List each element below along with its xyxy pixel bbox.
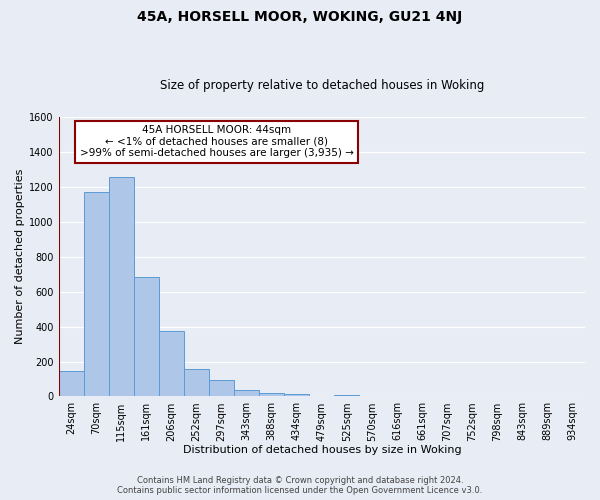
Text: Contains HM Land Registry data © Crown copyright and database right 2024.
Contai: Contains HM Land Registry data © Crown c… — [118, 476, 482, 495]
Bar — [134, 276, 159, 396]
Bar — [84, 192, 109, 396]
Bar — [209, 380, 234, 396]
Title: Size of property relative to detached houses in Woking: Size of property relative to detached ho… — [160, 79, 484, 92]
Bar — [334, 394, 359, 396]
Y-axis label: Number of detached properties: Number of detached properties — [15, 169, 25, 344]
Bar — [184, 368, 209, 396]
Bar — [109, 177, 134, 396]
Bar — [59, 370, 84, 396]
Bar — [234, 390, 259, 396]
Bar — [259, 392, 284, 396]
X-axis label: Distribution of detached houses by size in Woking: Distribution of detached houses by size … — [182, 445, 461, 455]
Text: 45A HORSELL MOOR: 44sqm
← <1% of detached houses are smaller (8)
>99% of semi-de: 45A HORSELL MOOR: 44sqm ← <1% of detache… — [80, 125, 353, 158]
Text: 45A, HORSELL MOOR, WOKING, GU21 4NJ: 45A, HORSELL MOOR, WOKING, GU21 4NJ — [137, 10, 463, 24]
Bar — [159, 331, 184, 396]
Bar — [284, 394, 309, 396]
